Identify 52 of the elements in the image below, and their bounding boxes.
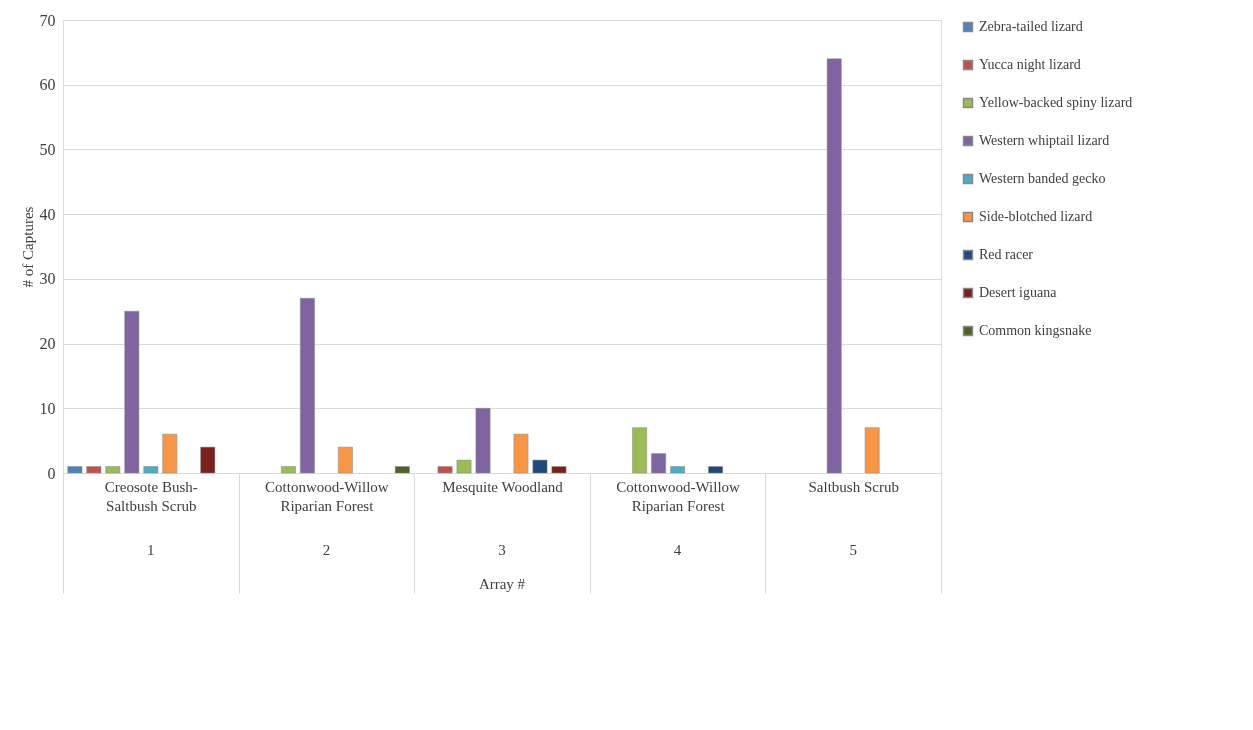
bar	[551, 466, 567, 474]
text: 5	[849, 542, 857, 558]
y-tick-label: 40	[39, 205, 56, 223]
text: 4	[673, 542, 682, 558]
y-tick-label: 60	[39, 76, 56, 94]
x-tick-label: Mesquite Woodland	[442, 478, 564, 495]
bar	[200, 446, 216, 474]
y-tick-label: 50	[39, 140, 56, 158]
bar	[651, 453, 666, 474]
bar	[826, 58, 842, 474]
bar	[632, 427, 647, 474]
bar	[670, 466, 685, 474]
x-tick-label: Creosote Bush-Saltbush Scrub	[104, 478, 198, 514]
bar	[86, 466, 102, 474]
bar	[708, 466, 723, 474]
bar	[456, 459, 472, 474]
legend-label: Western whiptail lizard	[979, 133, 1110, 148]
x-tick-label: Cottonwood-Willow Riparian Forest	[265, 478, 389, 514]
y-tick-label: 20	[39, 335, 56, 353]
y-tick-label: 10	[39, 399, 56, 417]
bar	[143, 466, 159, 474]
bar	[475, 408, 491, 474]
x-tick-label: Cottonwood-Willow Riparian Forest	[616, 478, 741, 514]
text: Array #	[478, 576, 526, 592]
x-tick-label: Saltbush Scrub	[808, 478, 899, 495]
legend-label: Red racer	[979, 247, 1034, 262]
legend-label: Yucca night lizard	[979, 57, 1081, 72]
legend-label: Side-blotched lizard	[979, 209, 1093, 224]
bar	[864, 427, 880, 474]
bar	[394, 466, 410, 474]
bar	[532, 459, 548, 474]
bar	[124, 310, 140, 474]
bar	[437, 466, 453, 474]
bar	[513, 433, 529, 474]
bar	[67, 466, 83, 474]
legend-label: Desert iguana	[979, 285, 1058, 300]
text: 2	[322, 542, 331, 558]
legend-label: Yellow-backed spiny lizard	[979, 95, 1133, 110]
text: 3	[498, 542, 506, 558]
bar	[300, 298, 315, 474]
y-tick-label: 70	[39, 11, 56, 29]
y-tick-label: 30	[39, 270, 56, 288]
bar	[281, 466, 296, 474]
y-axis-title: # of Captures	[19, 206, 36, 288]
legend-label: Western banded gecko	[979, 171, 1106, 186]
legend-label: Common kingsnake	[979, 323, 1092, 338]
legend-label: Zebra-tailed lizard	[979, 19, 1083, 34]
bar	[162, 433, 178, 474]
text: 1	[147, 542, 155, 558]
bar	[338, 446, 353, 474]
bar	[105, 466, 121, 474]
y-tick-label: 0	[47, 464, 56, 482]
